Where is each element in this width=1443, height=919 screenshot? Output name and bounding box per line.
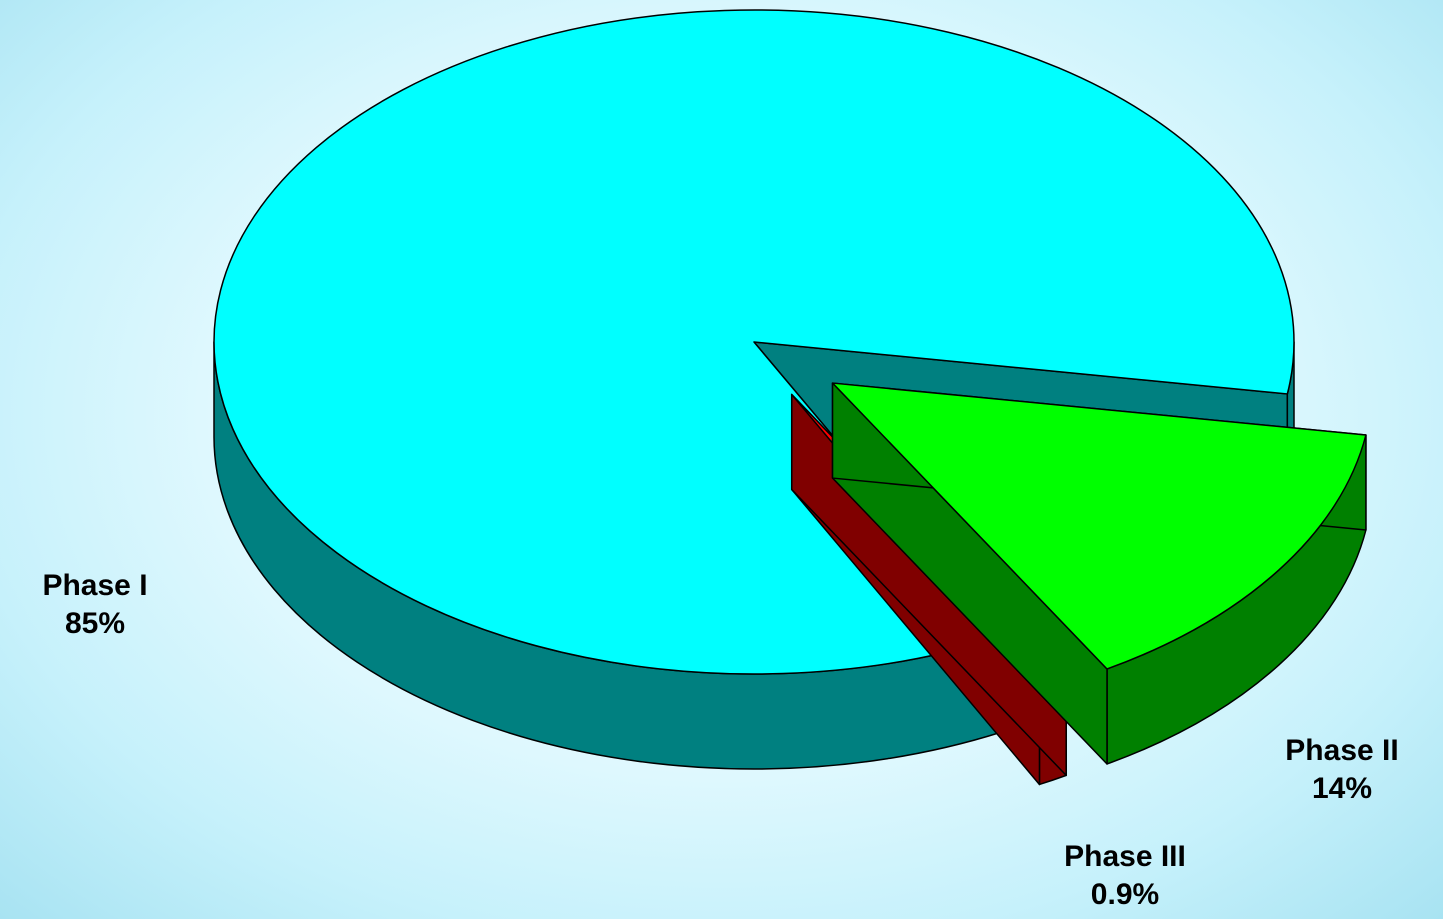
- slice-label-phase-1: Phase I 85%: [20, 567, 170, 643]
- slice-top-phase-2: [831, 382, 1367, 670]
- slice-phase-2: [831, 382, 1367, 765]
- slice-name-phase-2: Phase II: [1285, 734, 1399, 767]
- slice-value-phase-2: 14%: [1311, 772, 1373, 805]
- slice-label-phase-3: Phase III 0.9%: [1030, 838, 1220, 914]
- slice-value-phase-1: 85%: [64, 607, 126, 640]
- slice-label-phase-2: Phase II 14%: [1262, 732, 1422, 808]
- slice-name-phase-3: Phase III: [1064, 840, 1186, 873]
- slice-top-phase-1: [213, 9, 1295, 675]
- slice-value-phase-3: 0.9%: [1090, 878, 1160, 911]
- slice-name-phase-1: Phase I: [42, 569, 148, 602]
